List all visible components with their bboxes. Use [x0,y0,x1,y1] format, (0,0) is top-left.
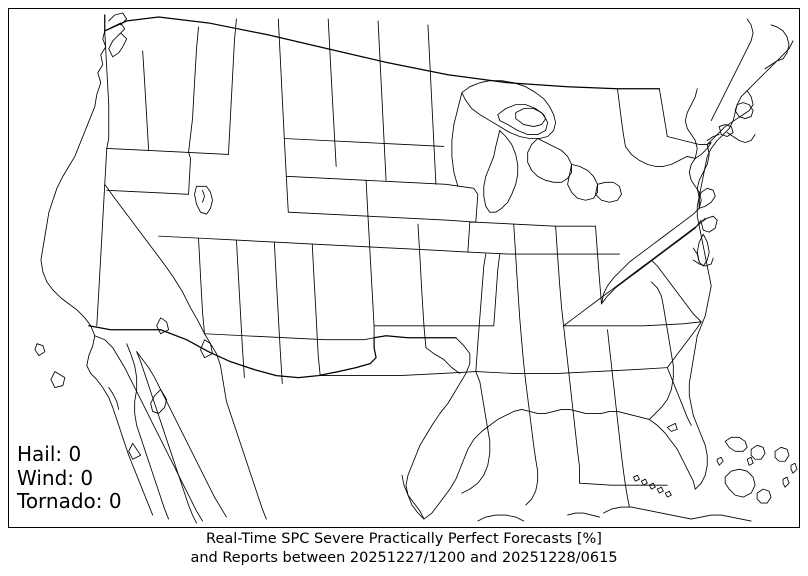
figure-caption: Real-Time SPC Severe Practically Perfect… [0,530,808,568]
state-borders-south [462,322,701,507]
canada-border [105,15,660,89]
caption-line-1: Real-Time SPC Severe Practically Perfect… [206,531,602,547]
mid-atlantic-detail [693,188,717,266]
baja-california [109,352,227,523]
cuba-coastline [568,507,752,521]
hail-count-label: Hail: 0 [17,442,82,467]
tornado-count-label: Tornado: 0 [17,488,122,513]
us-map-graphic [9,9,799,527]
florida-peninsula [649,282,707,489]
state-borders-midwest [452,93,620,382]
east-coast-coastline [693,41,793,336]
map-axes-frame: Hail: 0 Wind: 0 Tornado: 0 [8,8,800,528]
state-borders-plains [284,19,493,376]
florida-keys [633,475,671,497]
mexico-west-coast [205,334,267,519]
state-borders-west [97,19,374,384]
gulf-coast-coastline [406,338,649,519]
us-mexico-border [89,326,456,378]
great-lakes [462,81,622,212]
gulf-of-california [127,344,169,519]
new-england-coast [707,25,789,141]
report-count-legend: Hail: 0 Wind: 0 Tornado: 0 [17,443,122,513]
state-borders-northeast [617,19,753,208]
puget-sound-detail [105,13,127,57]
yucatan-coast [478,515,524,521]
state-borders-appalachia [564,158,706,425]
great-salt-lake [195,186,213,214]
wind-count-label: Wind: 0 [17,465,94,490]
mexico-east-coast [402,475,424,519]
bahamas-islands [717,437,797,503]
caption-line-2: and Reports between 20251227/1200 and 20… [190,550,618,567]
